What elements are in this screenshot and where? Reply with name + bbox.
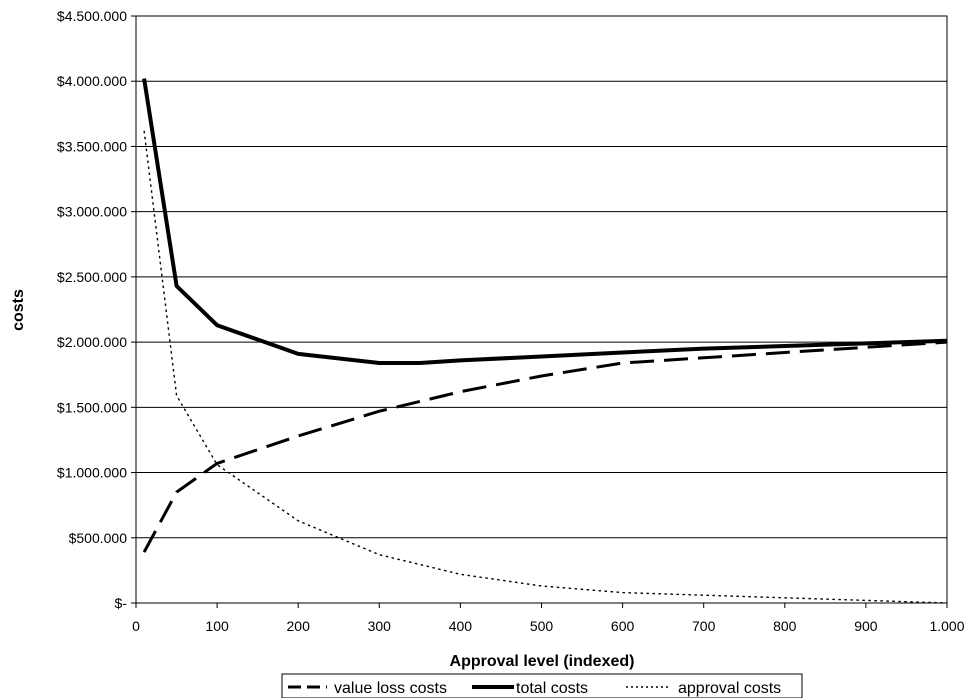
y-tick-label: $-	[115, 595, 128, 611]
legend-label-total-costs: total costs	[516, 680, 588, 697]
x-tick-label: 200	[287, 618, 311, 634]
gridlines	[136, 80, 947, 539]
x-axis-title: Approval level (indexed)	[450, 653, 635, 670]
y-tick-label: $1.000.000	[57, 465, 127, 481]
y-tick-label: $2.500.000	[57, 269, 127, 285]
series-line-approval-costs	[143, 130, 948, 604]
x-tick-label: 0	[132, 618, 140, 634]
y-tick-label: $1.500.000	[57, 399, 127, 415]
legend: value loss costs total costs approval co…	[281, 673, 803, 698]
x-tick-label: 400	[449, 618, 473, 634]
y-axis: $- $500.000 $1.000.000 $1.500.000 $2.000.000…	[57, 8, 136, 611]
x-tick-label: 800	[773, 618, 797, 634]
x-axis: 0 100 200 300 400 500 600 700 800 900 1.000	[132, 603, 965, 634]
series-line-total-costs	[142, 78, 948, 365]
y-axis-title: costs	[10, 289, 27, 331]
x-tick-label: 900	[854, 618, 878, 634]
legend-label-value-loss-costs: value loss costs	[334, 680, 447, 697]
y-tick-label: $3.500.000	[57, 138, 127, 154]
y-tick-label: $4.000.000	[57, 73, 127, 89]
x-tick-label: 500	[530, 618, 554, 634]
x-tick-label: 1.000	[929, 618, 964, 634]
y-tick-label: $3.000.000	[57, 204, 127, 220]
legend-box	[281, 673, 803, 698]
x-tick-label: 100	[205, 618, 229, 634]
series-line-value-loss-costs	[142, 340, 948, 553]
y-tick-label: $500.000	[69, 530, 128, 546]
series-layer	[142, 78, 948, 604]
x-tick-label: 600	[611, 618, 635, 634]
legend-label-approval-costs: approval costs	[678, 680, 781, 697]
y-tick-label: $2.000.000	[57, 334, 127, 350]
y-tick-label: $4.500.000	[57, 8, 127, 24]
x-tick-label: 300	[368, 618, 392, 634]
x-tick-label: 700	[692, 618, 716, 634]
plot-area	[135, 15, 948, 604]
